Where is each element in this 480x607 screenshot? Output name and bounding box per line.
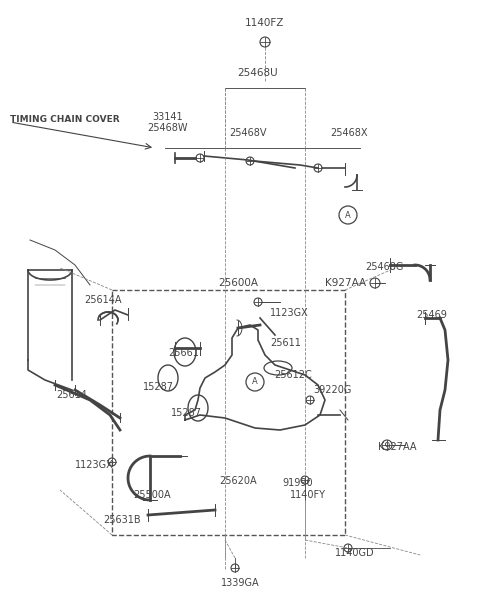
Text: 25661: 25661 (168, 348, 199, 358)
Text: 25611: 25611 (270, 338, 301, 348)
Text: 25614A: 25614A (84, 295, 122, 305)
Text: 91990: 91990 (283, 478, 313, 488)
Text: 1140GD: 1140GD (335, 548, 375, 558)
Text: 25468G: 25468G (365, 262, 403, 272)
Text: 25469: 25469 (417, 310, 447, 320)
Text: TIMING CHAIN COVER: TIMING CHAIN COVER (10, 115, 120, 124)
Text: 25600A: 25600A (218, 278, 258, 288)
Text: 25612C: 25612C (274, 370, 312, 380)
Text: A: A (252, 378, 258, 387)
Text: 25614: 25614 (57, 390, 87, 400)
Text: K927AA: K927AA (378, 442, 417, 452)
Text: 15287: 15287 (143, 382, 173, 392)
Text: 33141: 33141 (153, 112, 183, 122)
Text: K927AA: K927AA (325, 278, 366, 288)
Text: 25500A: 25500A (133, 490, 171, 500)
Text: 25620A: 25620A (219, 476, 257, 486)
Text: 1140FZ: 1140FZ (245, 18, 285, 28)
Text: 39220G: 39220G (313, 385, 351, 395)
Text: 15287: 15287 (170, 408, 202, 418)
Text: 1123GX: 1123GX (270, 308, 309, 318)
Text: 25631B: 25631B (103, 515, 141, 525)
Text: 1339GA: 1339GA (221, 578, 259, 588)
Bar (112, 290, 345, 535)
Text: 25468U: 25468U (238, 68, 278, 78)
Text: 25468V: 25468V (229, 128, 267, 138)
Text: 1140FY: 1140FY (290, 490, 326, 500)
Text: 1123GX: 1123GX (75, 460, 114, 470)
Text: A: A (345, 211, 351, 220)
Text: 25468W: 25468W (148, 123, 188, 133)
Text: 25468X: 25468X (330, 128, 368, 138)
